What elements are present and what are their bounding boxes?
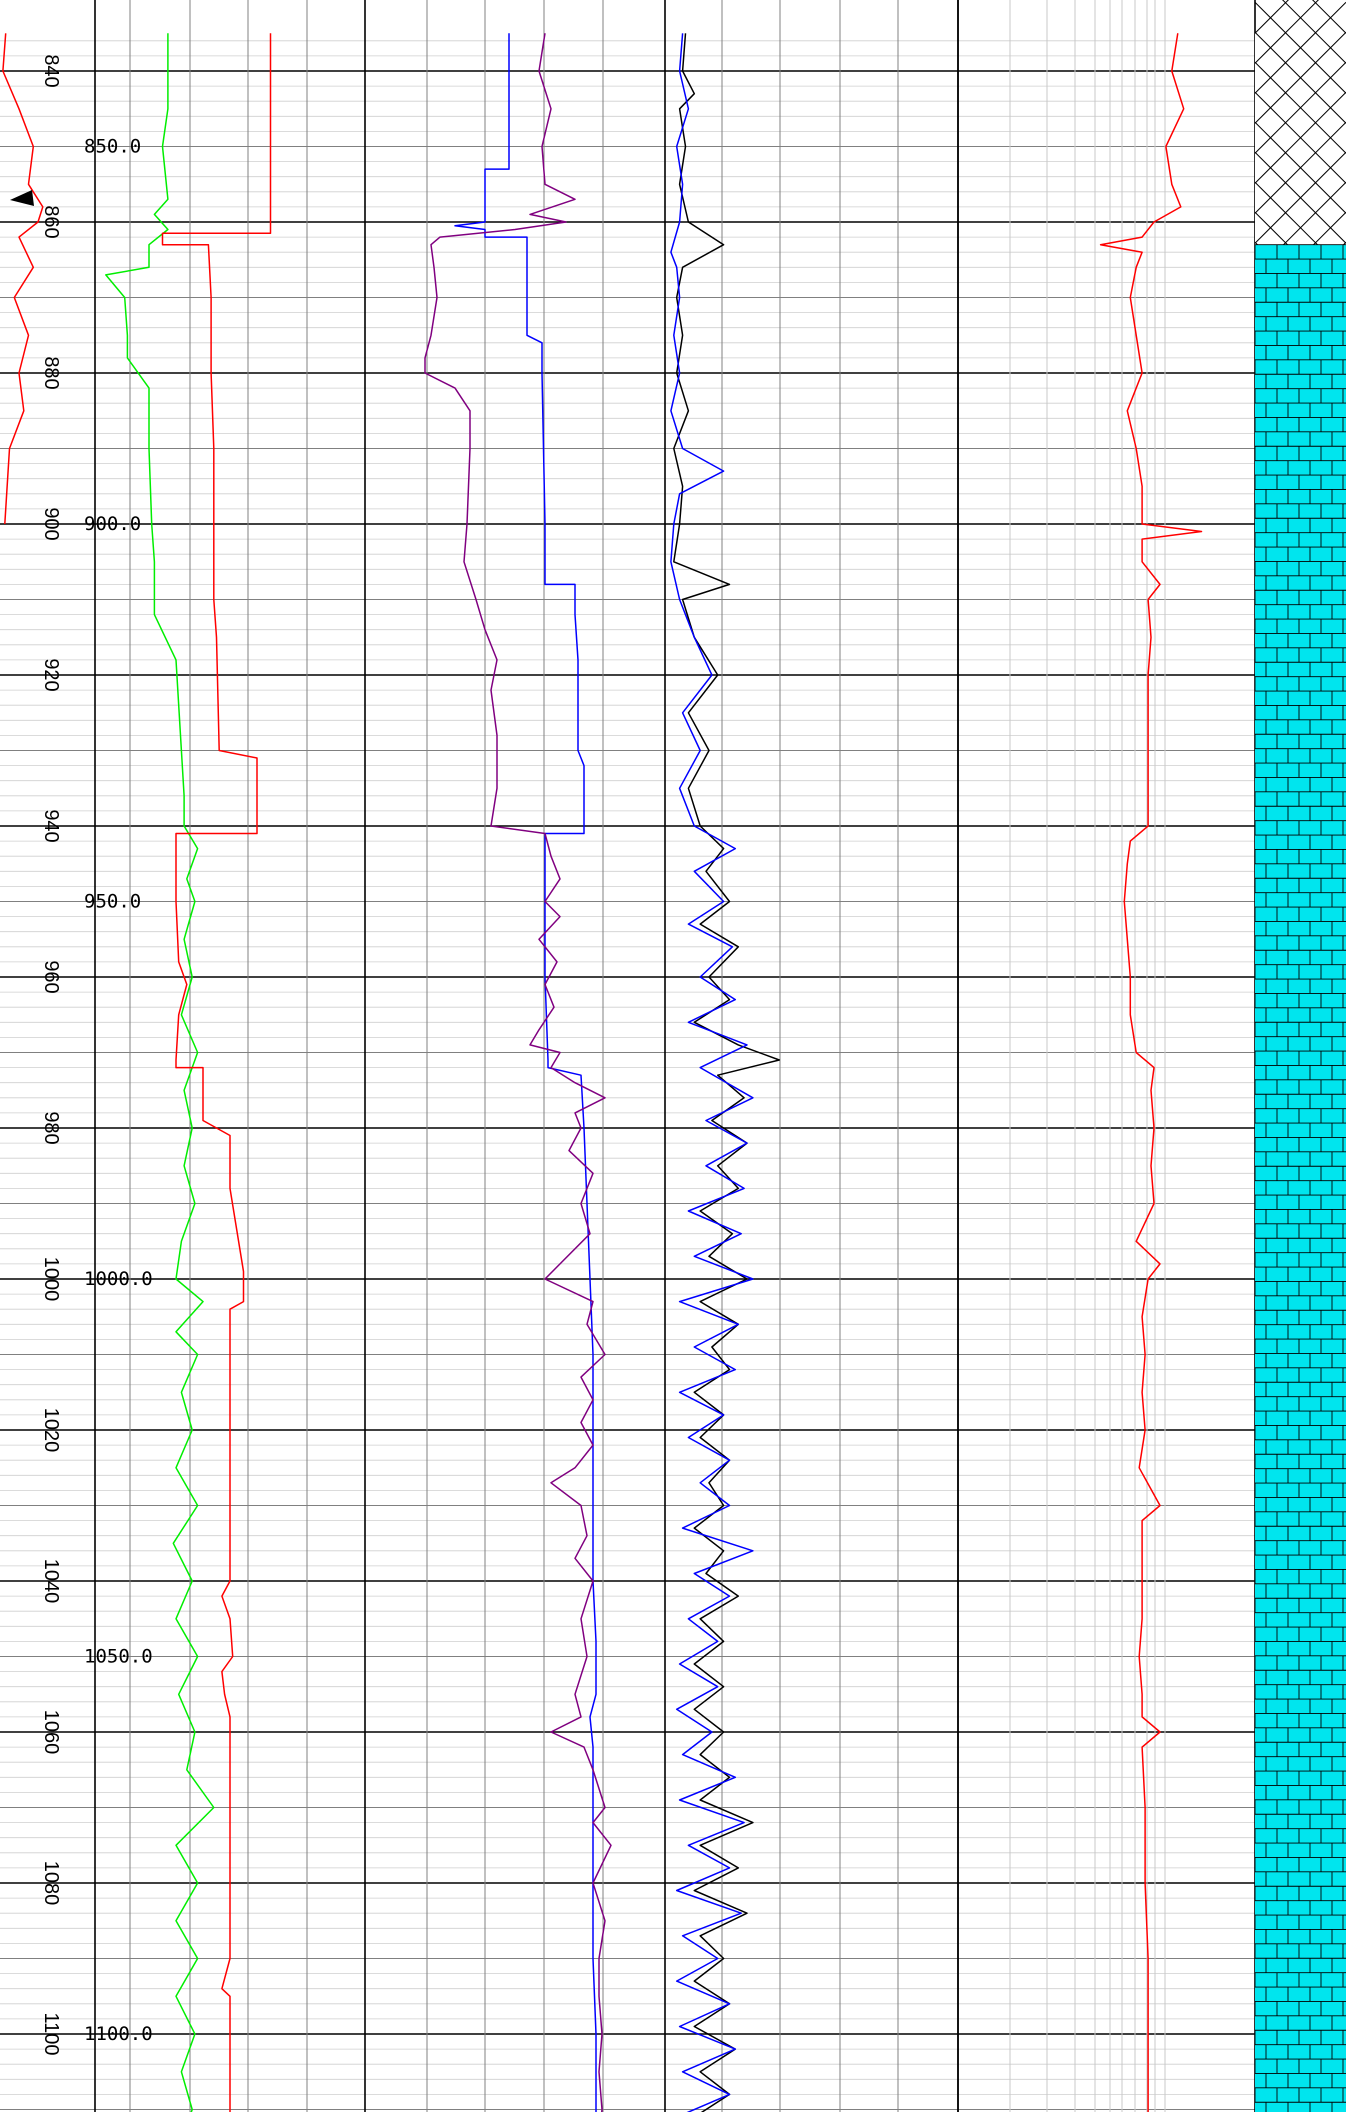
grid (0, 0, 1256, 2112)
track-3-curve-2 (424, 33, 612, 2112)
depth-tick-label: 1000 (40, 1257, 62, 1302)
depth-labels: 840 860 880 900 920 940 960 980 1000 1020 1040 1060… (10, 54, 153, 2056)
depth-marker-label: 1100.0 (84, 2023, 153, 2045)
track-4-curve-2 (670, 33, 754, 2112)
hatch-line (1254, 0, 1289, 34)
depth-tick-label: 1020 (40, 1408, 62, 1453)
track-2-curve-1 (105, 33, 215, 2112)
lithology-column (1254, 0, 1346, 2112)
depth-tick-label: 1100 (40, 2012, 62, 2055)
depth-marker-label: 950.0 (84, 891, 141, 913)
depth-tick-label: 860 (40, 205, 62, 238)
depth-tick-label: 1080 (40, 1861, 62, 1906)
depth-marker-label: 1000.0 (84, 1268, 153, 1290)
depth-tick-label: 920 (40, 658, 62, 691)
depth-tick-label: 1040 (40, 1559, 62, 1604)
track-4-curve-1 (673, 33, 781, 2112)
track-1-curve-1 (2, 33, 44, 525)
depth-marker-arrow (10, 190, 34, 206)
curves (2, 33, 1203, 2112)
depth-tick-label: 1060 (40, 1710, 62, 1755)
depth-tick-label: 840 (40, 54, 62, 87)
depth-marker-label: 850.0 (84, 136, 141, 158)
depth-marker-label: 900.0 (84, 513, 141, 535)
hatch-line (1312, 0, 1346, 34)
track-3-curve-1 (454, 33, 597, 2112)
depth-tick-label: 900 (40, 507, 62, 540)
track-2-curve-2 (161, 33, 272, 2112)
lithology-brick (1255, 244, 1346, 2112)
track-5-curve-1 (1099, 33, 1203, 2112)
depth-tick-label: 880 (40, 356, 62, 389)
lithology-crosshatch (1255, 33, 1346, 245)
depth-marker-label: 1050.0 (84, 1646, 153, 1668)
depth-tick-label: 940 (40, 809, 62, 842)
depth-tick-label: 980 (40, 1111, 62, 1144)
depth-tick-label: 960 (40, 960, 62, 993)
